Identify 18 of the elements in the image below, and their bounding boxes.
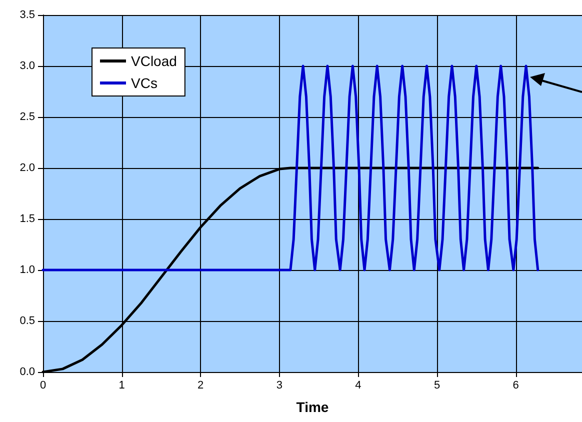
- y-tick-label: 0.5: [20, 315, 35, 327]
- y-tick-label: 1.0: [20, 264, 35, 276]
- x-tick-label: 6: [512, 380, 519, 392]
- y-tick-label: 2.0: [20, 162, 35, 174]
- x-tick-label: 1: [118, 380, 125, 392]
- x-tick-label: 0: [40, 380, 46, 392]
- y-tick-label: 0.0: [20, 366, 35, 378]
- y-tick-label: 1.5: [20, 213, 35, 225]
- x-tick-label: 2: [198, 380, 204, 392]
- legend-label: VCs: [131, 75, 158, 91]
- x-tick-label: 3: [276, 380, 282, 392]
- x-axis-title: Time: [296, 399, 329, 415]
- x-tick-label: 5: [434, 380, 440, 392]
- y-tick-label: 3.0: [20, 60, 35, 72]
- legend-label: VCload: [131, 53, 177, 69]
- y-tick-label: 2.5: [20, 111, 35, 123]
- x-tick-label: 4: [355, 380, 362, 392]
- y-tick-label: 3.5: [20, 9, 35, 21]
